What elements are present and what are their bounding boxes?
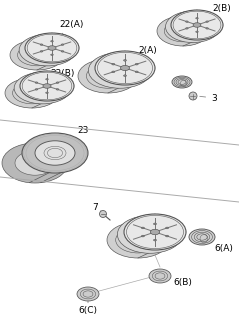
Ellipse shape bbox=[172, 76, 192, 88]
Ellipse shape bbox=[185, 21, 188, 22]
Ellipse shape bbox=[117, 215, 182, 253]
Ellipse shape bbox=[35, 141, 75, 165]
Ellipse shape bbox=[206, 28, 208, 29]
Ellipse shape bbox=[35, 89, 38, 90]
Ellipse shape bbox=[46, 92, 48, 93]
Ellipse shape bbox=[196, 31, 198, 33]
Text: 22(A): 22(A) bbox=[60, 20, 84, 36]
Ellipse shape bbox=[196, 18, 198, 19]
Ellipse shape bbox=[14, 72, 71, 104]
Ellipse shape bbox=[141, 235, 144, 237]
Ellipse shape bbox=[124, 60, 126, 61]
Ellipse shape bbox=[149, 269, 171, 283]
Ellipse shape bbox=[51, 54, 53, 55]
Ellipse shape bbox=[124, 214, 186, 250]
Ellipse shape bbox=[206, 21, 208, 22]
Ellipse shape bbox=[124, 75, 126, 76]
Text: 7: 7 bbox=[92, 204, 103, 212]
Ellipse shape bbox=[135, 63, 138, 65]
Ellipse shape bbox=[51, 41, 53, 42]
Text: 6(A): 6(A) bbox=[210, 242, 234, 252]
Ellipse shape bbox=[35, 82, 38, 84]
Ellipse shape bbox=[150, 229, 160, 235]
Ellipse shape bbox=[15, 151, 55, 175]
Ellipse shape bbox=[19, 34, 76, 66]
Ellipse shape bbox=[120, 66, 130, 70]
Ellipse shape bbox=[153, 223, 157, 225]
Ellipse shape bbox=[193, 23, 201, 27]
Text: 23: 23 bbox=[70, 125, 89, 139]
Ellipse shape bbox=[157, 16, 209, 46]
Ellipse shape bbox=[185, 28, 188, 29]
Circle shape bbox=[99, 211, 107, 218]
Ellipse shape bbox=[40, 44, 43, 45]
Ellipse shape bbox=[112, 63, 115, 65]
Text: 6(B): 6(B) bbox=[170, 277, 192, 286]
Text: 3: 3 bbox=[200, 93, 217, 102]
Ellipse shape bbox=[171, 10, 223, 40]
Ellipse shape bbox=[43, 84, 51, 88]
Ellipse shape bbox=[107, 222, 169, 258]
Text: 2(A): 2(A) bbox=[132, 45, 157, 60]
Ellipse shape bbox=[77, 287, 99, 301]
Ellipse shape bbox=[141, 227, 144, 229]
Ellipse shape bbox=[40, 51, 43, 52]
Ellipse shape bbox=[10, 40, 64, 70]
Text: 22(B): 22(B) bbox=[51, 68, 75, 78]
Ellipse shape bbox=[189, 229, 215, 245]
Ellipse shape bbox=[135, 71, 138, 73]
Circle shape bbox=[189, 92, 197, 100]
Ellipse shape bbox=[78, 59, 138, 93]
Ellipse shape bbox=[2, 143, 68, 183]
Ellipse shape bbox=[56, 82, 59, 84]
Ellipse shape bbox=[112, 71, 115, 73]
Ellipse shape bbox=[166, 227, 169, 229]
Ellipse shape bbox=[48, 46, 56, 50]
Text: 2(B): 2(B) bbox=[206, 4, 231, 15]
Ellipse shape bbox=[95, 51, 155, 85]
Ellipse shape bbox=[88, 52, 151, 88]
Ellipse shape bbox=[22, 133, 88, 173]
Ellipse shape bbox=[46, 78, 48, 80]
Ellipse shape bbox=[56, 89, 59, 90]
Ellipse shape bbox=[25, 33, 79, 63]
Text: 6(C): 6(C) bbox=[78, 301, 98, 315]
Ellipse shape bbox=[166, 235, 169, 237]
Ellipse shape bbox=[5, 78, 59, 108]
Ellipse shape bbox=[153, 239, 157, 241]
Ellipse shape bbox=[61, 44, 64, 45]
Ellipse shape bbox=[165, 11, 220, 43]
Ellipse shape bbox=[20, 71, 74, 101]
Ellipse shape bbox=[61, 51, 64, 52]
